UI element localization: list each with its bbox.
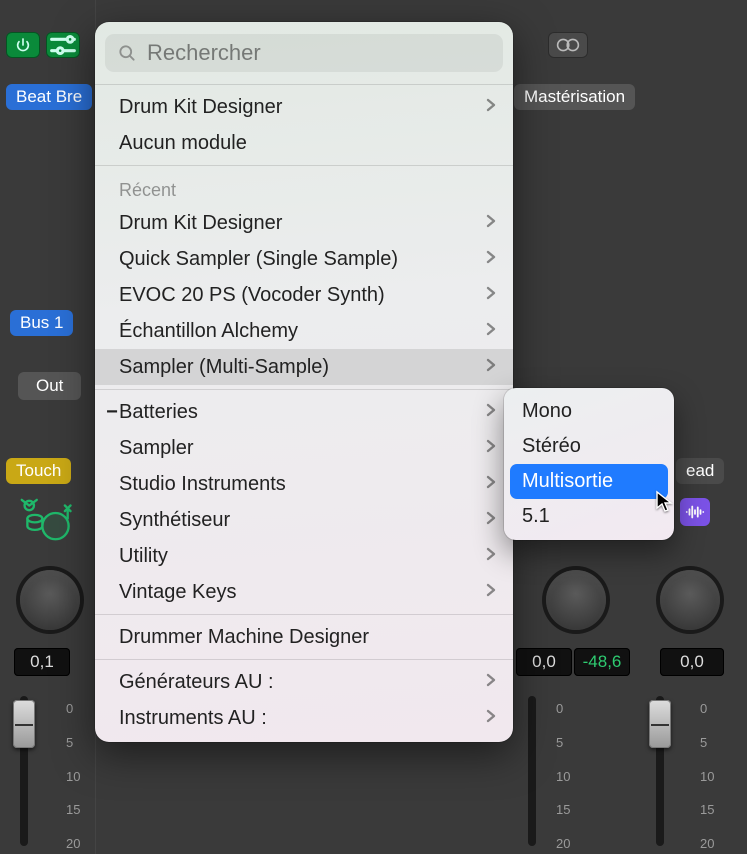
chevron-right-icon bbox=[485, 248, 497, 271]
menu-item-utility[interactable]: Utility bbox=[95, 538, 513, 574]
output-submenu[interactable]: MonoStéréoMultisortie5.1 bbox=[504, 388, 674, 540]
chip-ead[interactable]: ead bbox=[676, 458, 724, 484]
menu-item-label: Studio Instruments bbox=[119, 473, 485, 496]
instrument-menu[interactable]: Drum Kit Designer Aucun module Récent Dru… bbox=[95, 22, 513, 742]
chip-touch[interactable]: Touch bbox=[6, 458, 71, 484]
chevron-right-icon bbox=[485, 212, 497, 235]
menu-separator bbox=[95, 614, 513, 615]
pan-knob-1[interactable] bbox=[20, 570, 80, 630]
menu-item-label: Batteries bbox=[119, 401, 485, 424]
chevron-right-icon bbox=[485, 401, 497, 424]
waveform-chip[interactable] bbox=[680, 498, 710, 526]
menu-item-evoc-20-ps-vocoder-synth[interactable]: EVOC 20 PS (Vocoder Synth) bbox=[95, 277, 513, 313]
value-mid-right: -48,6 bbox=[574, 648, 630, 676]
menu-item-sampler[interactable]: Sampler bbox=[95, 430, 513, 466]
menu-item-label: Utility bbox=[119, 545, 485, 568]
menu-item-label: Générateurs AU : bbox=[119, 671, 485, 694]
search-input[interactable] bbox=[147, 40, 491, 66]
menu-item-vintage-keys[interactable]: Vintage Keys bbox=[95, 574, 513, 610]
chevron-right-icon bbox=[485, 545, 497, 568]
chevron-right-icon bbox=[485, 320, 497, 343]
fader-thumb-3[interactable] bbox=[649, 700, 671, 748]
stereo-icon-button[interactable] bbox=[548, 32, 588, 58]
disclosure-icon: − bbox=[105, 401, 119, 424]
menu-item-sampler-multi-sample[interactable]: Sampler (Multi-Sample) bbox=[95, 349, 513, 385]
drum-kit-icon bbox=[18, 498, 78, 546]
menu-item-drummer-machine-designer[interactable]: Drummer Machine Designer bbox=[95, 619, 513, 655]
value-right: 0,0 bbox=[660, 648, 724, 676]
menu-separator bbox=[95, 84, 513, 85]
menu-item-label: Sampler bbox=[119, 437, 485, 460]
value-left: 0,1 bbox=[14, 648, 70, 676]
menu-item-label: Vintage Keys bbox=[119, 581, 485, 604]
fader-scale-1: 05101520 bbox=[66, 698, 80, 854]
search-icon bbox=[117, 43, 137, 63]
pan-knob-2[interactable] bbox=[546, 570, 606, 630]
section-recent-label: Récent bbox=[95, 170, 513, 205]
chevron-right-icon bbox=[485, 581, 497, 604]
search-field[interactable] bbox=[105, 34, 503, 72]
power-button[interactable] bbox=[6, 32, 40, 58]
menu-item-label: Quick Sampler (Single Sample) bbox=[119, 248, 485, 271]
menu-item-aucun-module[interactable]: Aucun module bbox=[95, 125, 513, 161]
sliders-button[interactable] bbox=[46, 32, 80, 58]
menu-item-ge-ne-rateurs-au[interactable]: Générateurs AU : bbox=[95, 664, 513, 700]
submenu-item-multisortie[interactable]: Multisortie bbox=[510, 464, 668, 499]
menu-item-synthe-tiseur[interactable]: Synthétiseur bbox=[95, 502, 513, 538]
fader-scale-3: 05101520 bbox=[700, 698, 714, 854]
menu-item-label: Échantillon Alchemy bbox=[119, 320, 485, 343]
chip-out[interactable]: Out bbox=[18, 372, 81, 400]
chevron-right-icon bbox=[485, 707, 497, 730]
menu-separator bbox=[95, 165, 513, 166]
menu-item-quick-sampler-single-sample[interactable]: Quick Sampler (Single Sample) bbox=[95, 241, 513, 277]
menu-item-drum-kit-designer[interactable]: Drum Kit Designer bbox=[95, 89, 513, 125]
menu-item-label: Drum Kit Designer bbox=[119, 96, 485, 119]
menu-item-label: Aucun module bbox=[119, 132, 497, 155]
pan-knob-3[interactable] bbox=[660, 570, 720, 630]
chevron-right-icon bbox=[485, 473, 497, 496]
submenu-item-ste-re-o[interactable]: Stéréo bbox=[510, 429, 668, 464]
chevron-right-icon bbox=[485, 96, 497, 119]
menu-item-e-chantillon-alchemy[interactable]: Échantillon Alchemy bbox=[95, 313, 513, 349]
fader-thumb-1[interactable] bbox=[13, 700, 35, 748]
value-mid-left: 0,0 bbox=[516, 648, 572, 676]
menu-separator bbox=[95, 389, 513, 390]
menu-separator bbox=[95, 659, 513, 660]
menu-item-label: Synthétiseur bbox=[119, 509, 485, 532]
chip-bus[interactable]: Bus 1 bbox=[10, 310, 73, 336]
chevron-right-icon bbox=[485, 671, 497, 694]
fader-scale-2: 05101520 bbox=[556, 698, 570, 854]
chevron-right-icon bbox=[485, 284, 497, 307]
chevron-right-icon bbox=[485, 509, 497, 532]
submenu-item-5-1[interactable]: 5.1 bbox=[510, 499, 668, 534]
menu-item-label: Instruments AU : bbox=[119, 707, 485, 730]
chip-masterisation[interactable]: Mastérisation bbox=[514, 84, 635, 110]
chevron-right-icon bbox=[485, 356, 497, 379]
menu-item-label: Drummer Machine Designer bbox=[119, 626, 497, 649]
menu-item-instruments-au[interactable]: Instruments AU : bbox=[95, 700, 513, 736]
menu-item-label: Drum Kit Designer bbox=[119, 212, 485, 235]
fader-track-2[interactable] bbox=[528, 696, 536, 846]
menu-item-batteries[interactable]: −Batteries bbox=[95, 394, 513, 430]
submenu-item-mono[interactable]: Mono bbox=[510, 394, 668, 429]
chevron-right-icon bbox=[485, 437, 497, 460]
menu-item-label: Sampler (Multi-Sample) bbox=[119, 356, 485, 379]
menu-item-label: EVOC 20 PS (Vocoder Synth) bbox=[119, 284, 485, 307]
chip-beat[interactable]: Beat Bre bbox=[6, 84, 92, 110]
menu-item-drum-kit-designer[interactable]: Drum Kit Designer bbox=[95, 205, 513, 241]
menu-item-studio-instruments[interactable]: Studio Instruments bbox=[95, 466, 513, 502]
